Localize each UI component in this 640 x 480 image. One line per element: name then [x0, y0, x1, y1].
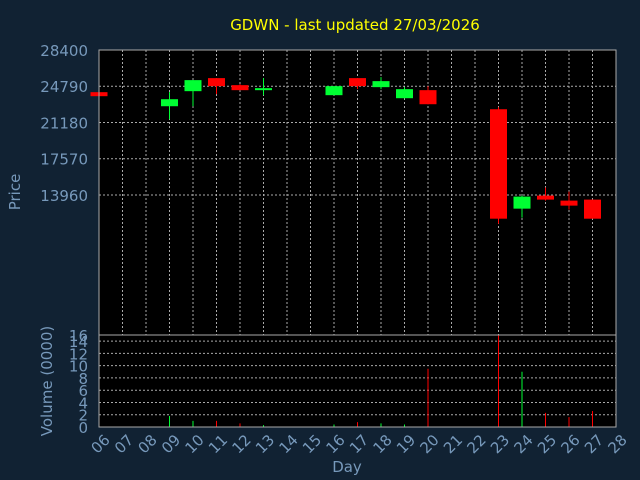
volume-plot-border: [98, 334, 617, 428]
candle-body: [184, 80, 202, 92]
candle-body: [490, 109, 507, 219]
volume-tick-label: 0: [78, 419, 88, 437]
price-panel: 28400 24790 21180 17570 13960 16: [40, 42, 617, 427]
candle-body: [255, 88, 272, 91]
candle-body: [513, 196, 531, 209]
candle-body: [372, 81, 390, 88]
candle-body: [560, 200, 578, 206]
volume-tick-label: 14: [69, 333, 88, 351]
candle-body: [419, 90, 437, 105]
price-tick-label: 24790: [40, 78, 88, 96]
volume-plot-area: [99, 335, 616, 427]
candle-body: [208, 78, 225, 87]
candle-body: [396, 89, 413, 99]
price-tick-label: 21180: [40, 114, 88, 132]
volume-tick-label: 4: [78, 394, 88, 412]
volume-tick-label: 12: [69, 345, 88, 363]
candle-body: [231, 85, 249, 91]
candle-body: [325, 86, 343, 96]
price-plot-area: [99, 50, 616, 335]
chart-title: GDWN - last updated 27/03/2026: [230, 16, 480, 34]
price-tick-label: 28400: [40, 42, 88, 60]
candle-body: [349, 78, 366, 87]
price-tick-label: 16: [69, 327, 88, 345]
volume-tick-label: 6: [78, 382, 88, 400]
candle-body: [537, 195, 554, 200]
volume-tick-label: 8: [78, 370, 88, 388]
x-axis-label: Day: [332, 458, 362, 476]
volume-tick-label: 10: [69, 358, 88, 376]
volume-axis-label: Volume (0000): [38, 326, 56, 436]
price-tick-label: 13960: [40, 187, 88, 205]
candle-body: [161, 99, 178, 107]
candle-body: [584, 199, 601, 219]
x-axis: 0607080910111213141516171819202122232425…: [88, 431, 631, 457]
volume-tick-label: 2: [78, 407, 88, 425]
price-tick-label: 17570: [40, 151, 88, 169]
y-axis-label: Price: [6, 174, 24, 211]
